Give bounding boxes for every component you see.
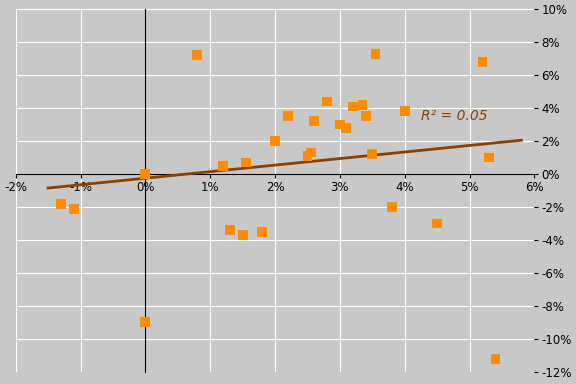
Point bbox=[367, 151, 377, 157]
Point bbox=[141, 319, 150, 326]
Point bbox=[309, 118, 319, 124]
Point bbox=[335, 121, 344, 127]
Point bbox=[56, 200, 66, 207]
Point bbox=[303, 153, 312, 159]
Point bbox=[358, 102, 367, 108]
Point bbox=[342, 125, 351, 131]
Point bbox=[257, 228, 267, 235]
Point bbox=[141, 171, 150, 177]
Point bbox=[238, 232, 247, 238]
Point bbox=[225, 227, 234, 233]
Point bbox=[218, 163, 228, 169]
Point bbox=[387, 204, 396, 210]
Point bbox=[478, 59, 487, 65]
Point bbox=[433, 220, 442, 227]
Point bbox=[192, 52, 202, 58]
Point bbox=[348, 103, 358, 109]
Point bbox=[323, 98, 332, 104]
Point bbox=[371, 51, 380, 57]
Point bbox=[484, 154, 494, 161]
Text: R² = 0.05: R² = 0.05 bbox=[421, 109, 487, 123]
Point bbox=[283, 113, 293, 119]
Point bbox=[361, 113, 370, 119]
Point bbox=[400, 108, 410, 114]
Point bbox=[306, 149, 315, 156]
Point bbox=[241, 159, 251, 166]
Point bbox=[491, 356, 500, 362]
Point bbox=[70, 205, 79, 212]
Point bbox=[270, 138, 279, 144]
